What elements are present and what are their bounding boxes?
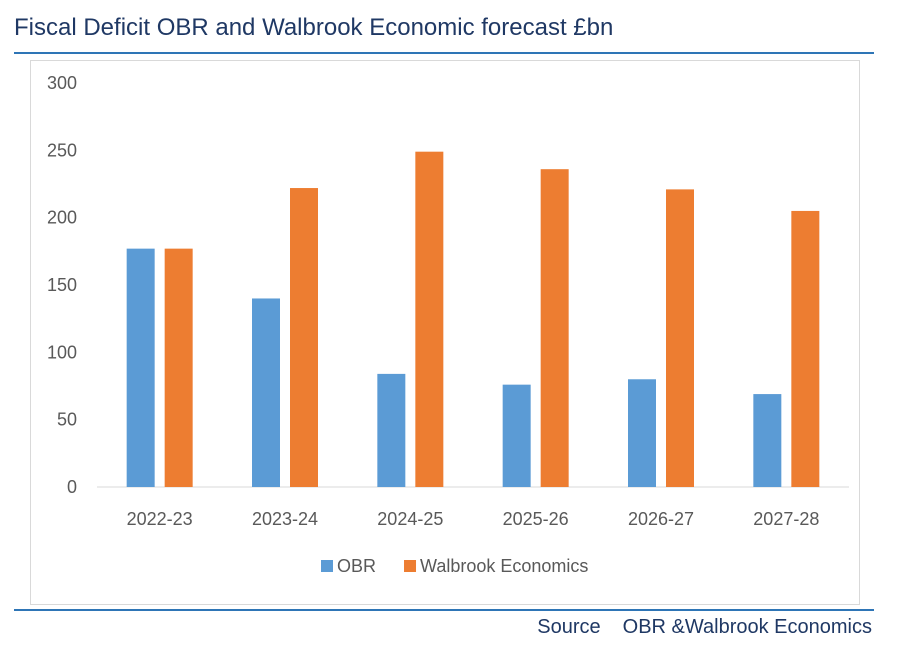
y-tick-label: 250	[47, 140, 77, 160]
legend: OBR Walbrook Economics	[321, 556, 588, 576]
y-tick-label: 150	[47, 275, 77, 295]
y-tick-label: 200	[47, 208, 77, 228]
bar-walbrook-2023-24	[290, 188, 318, 487]
y-tick-label: 0	[67, 477, 77, 497]
x-tick-label: 2025-26	[503, 509, 569, 529]
chart-frame: 0 50 100 150 200 250 300 2022-23 2023-24 2024-25…	[30, 60, 860, 605]
title-rule	[14, 52, 874, 54]
bar-group	[126, 151, 820, 488]
legend-swatch-walbrook	[404, 560, 417, 572]
source-rule	[14, 609, 874, 611]
legend-label-walbrook: Walbrook Economics	[420, 556, 588, 576]
bar-obr-2027-28	[753, 394, 782, 487]
bar-walbrook-2027-28	[791, 210, 820, 487]
bar-chart: 0 50 100 150 200 250 300 2022-23 2023-24 2024-25…	[47, 73, 849, 576]
chart-title: Fiscal Deficit OBR and Walbrook Economic…	[14, 14, 614, 41]
bar-obr-2025-26	[502, 384, 531, 487]
bar-walbrook-2026-27	[666, 189, 694, 488]
bar-obr-2023-24	[252, 298, 280, 487]
legend-label-obr: OBR	[337, 556, 376, 576]
x-tick-label: 2023-24	[252, 509, 318, 529]
bar-obr-2022-23	[126, 248, 155, 487]
x-axis: 2022-23 2023-24 2024-25 2025-26 2026-27 2027-…	[127, 509, 820, 529]
source-label: Source	[537, 616, 601, 638]
x-tick-label: 2022-23	[127, 509, 193, 529]
bar-walbrook-2022-23	[164, 248, 193, 487]
y-tick-label: 50	[57, 410, 77, 430]
source-text: OBR &Walbrook Economics	[622, 616, 872, 638]
bar-walbrook-2025-26	[540, 169, 569, 487]
y-tick-label: 300	[47, 73, 77, 93]
x-tick-label: 2026-27	[628, 509, 694, 529]
legend-swatch-obr	[321, 560, 333, 572]
bar-walbrook-2024-25	[415, 151, 444, 487]
x-tick-label: 2024-25	[377, 509, 443, 529]
y-tick-label: 100	[47, 342, 77, 362]
y-axis: 0 50 100 150 200 250 300	[47, 73, 77, 497]
bar-obr-2024-25	[377, 373, 406, 487]
source-note: Source OBR &Walbrook Economics	[537, 616, 872, 639]
bar-obr-2026-27	[628, 379, 656, 487]
x-tick-label: 2027-28	[753, 509, 819, 529]
